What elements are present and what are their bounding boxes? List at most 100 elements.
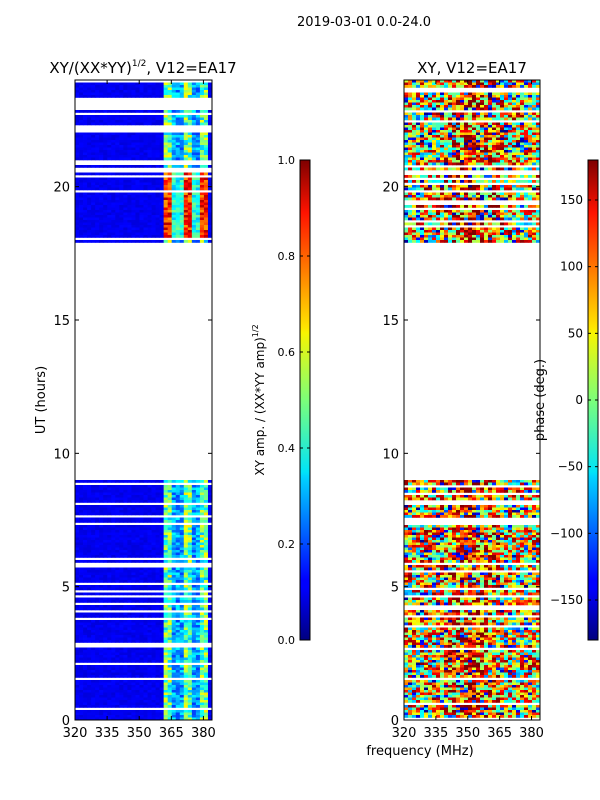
- heatmap-cell: [436, 112, 441, 116]
- heatmap-cell: [103, 592, 108, 596]
- heatmap-cell: [476, 82, 481, 86]
- heatmap-cell: [484, 117, 489, 121]
- heatmap-cell: [83, 227, 88, 231]
- heatmap-cell: [99, 712, 104, 716]
- heatmap-cell: [492, 135, 497, 138]
- heatmap-cell: [103, 157, 108, 161]
- heatmap-cell: [87, 530, 92, 533]
- heatmap-cell: [139, 712, 144, 716]
- heatmap-cell: [111, 212, 116, 216]
- heatmap-cell: [496, 125, 501, 128]
- heatmap-cell: [95, 695, 100, 698]
- heatmap-cell: [103, 217, 108, 221]
- heatmap-cell: [103, 152, 108, 156]
- heatmap-cell: [75, 685, 80, 688]
- heatmap-cell: [159, 92, 165, 96]
- heatmap-cell: [131, 632, 136, 636]
- heatmap-cell: [195, 700, 201, 703]
- heatmap-cell: [191, 615, 197, 618]
- heatmap-cell: [143, 110, 148, 113]
- heatmap-cell: [79, 225, 84, 228]
- heatmap-cell: [163, 605, 169, 608]
- heatmap-cell: [139, 632, 144, 636]
- heatmap-cell: [187, 625, 193, 628]
- heatmap-cell: [119, 577, 124, 581]
- heatmap-cell: [179, 490, 185, 493]
- heatmap-cell: [183, 135, 189, 138]
- heatmap-cell: [203, 535, 209, 538]
- heatmap-cell: [428, 85, 433, 88]
- heatmap-cell: [115, 540, 120, 543]
- heatmap-cell: [87, 620, 92, 623]
- heatmap-cell: [123, 637, 128, 641]
- heatmap-cell: [500, 107, 505, 111]
- heatmap-cell: [115, 185, 120, 188]
- heatmap-cell: [191, 695, 197, 698]
- heatmap-cell: [524, 130, 529, 133]
- heatmap-cell: [103, 665, 108, 668]
- heatmap-cell: [155, 625, 161, 628]
- heatmap-cell: [187, 507, 193, 511]
- heatmap-cell: [187, 172, 193, 176]
- heatmap-cell: [187, 212, 193, 216]
- heatmap-cell: [175, 700, 181, 703]
- heatmap-cell: [95, 577, 100, 581]
- heatmap-cell: [159, 110, 165, 113]
- heatmap-cell: [199, 687, 205, 691]
- heatmap-cell: [79, 585, 84, 588]
- heatmap-cell: [199, 555, 205, 558]
- heatmap-cell: [79, 535, 84, 538]
- heatmap-cell: [127, 235, 132, 238]
- heatmap-cell: [95, 180, 100, 183]
- heatmap-cell: [131, 530, 136, 533]
- heatmap-cell: [416, 137, 421, 141]
- heatmap-cell: [147, 487, 152, 491]
- heatmap-cell: [111, 132, 116, 136]
- heatmap-cell: [195, 575, 201, 578]
- heatmap-cell: [103, 177, 108, 181]
- heatmap-cell: [536, 107, 541, 111]
- heatmap-cell: [167, 712, 173, 716]
- heatmap-cell: [187, 575, 193, 578]
- heatmap-cell: [75, 705, 80, 708]
- heatmap-cell: [159, 580, 165, 583]
- heatmap-cell: [135, 165, 140, 168]
- heatmap-cell: [199, 692, 205, 696]
- heatmap-cell: [440, 97, 445, 101]
- heatmap-cell: [504, 130, 509, 133]
- heatmap-cell: [139, 157, 144, 161]
- heatmap-cell: [83, 600, 88, 603]
- heatmap-cell: [480, 102, 485, 106]
- heatmap-cell: [135, 110, 140, 113]
- heatmap-cell: [75, 137, 80, 141]
- heatmap-cell: [155, 535, 161, 538]
- heatmap-cell: [195, 120, 201, 123]
- heatmap-cell: [131, 150, 136, 153]
- heatmap-cell: [83, 560, 88, 563]
- heatmap-cell: [159, 85, 165, 88]
- heatmap-cell: [107, 710, 112, 713]
- heatmap-cell: [195, 552, 201, 556]
- heatmap-cell: [155, 87, 161, 91]
- heatmap-cell: [203, 585, 209, 588]
- heatmap-cell: [135, 710, 140, 713]
- heatmap-cell: [536, 102, 541, 106]
- heatmap-cell: [123, 605, 128, 608]
- heatmap-cell: [195, 692, 201, 696]
- heatmap-cell: [135, 95, 140, 98]
- heatmap-cell: [203, 115, 209, 118]
- heatmap-cell: [167, 630, 173, 633]
- heatmap-cell: [203, 710, 209, 713]
- heatmap-cell: [175, 692, 181, 696]
- heatmap-cell: [143, 655, 148, 658]
- heatmap-cell: [167, 185, 173, 188]
- heatmap-cell: [195, 497, 201, 501]
- heatmap-cell: [404, 132, 409, 136]
- heatmap-cell: [424, 95, 429, 98]
- heatmap-cell: [488, 105, 493, 108]
- heatmap-cell: [199, 182, 205, 186]
- heatmap-cell: [119, 222, 124, 226]
- heatmap-cell: [131, 717, 136, 721]
- heatmap-cell: [79, 687, 84, 691]
- heatmap-cell: [195, 485, 201, 488]
